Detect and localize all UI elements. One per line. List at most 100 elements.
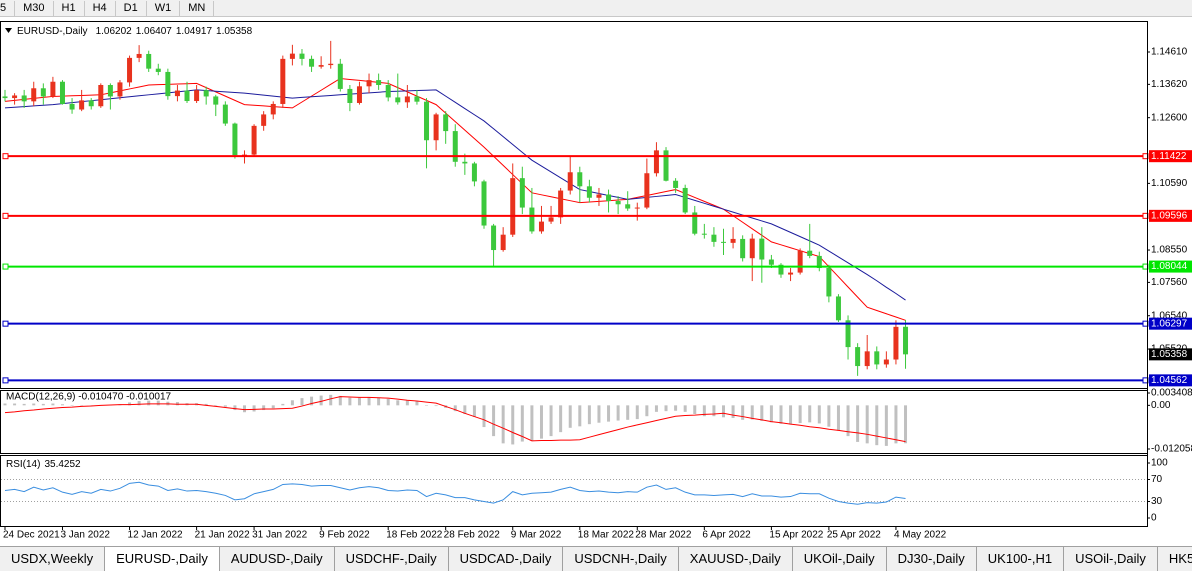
ohlc-readout: 1.06202	[96, 26, 133, 37]
macd-bar	[472, 405, 476, 417]
candle-body	[299, 53, 305, 59]
y-tick-label: 1.08550	[1151, 245, 1188, 256]
candle-body	[376, 80, 382, 86]
x-tick-label: 21 Jan 2022	[195, 530, 250, 541]
candle-body	[242, 154, 247, 156]
macd-bar	[760, 405, 764, 421]
timeframe-button[interactable]: W1	[147, 0, 181, 16]
candle-body	[136, 53, 142, 58]
chart-tab[interactable]: HK50-	[1158, 547, 1192, 571]
y-tick-label: 1.06540	[1151, 310, 1188, 321]
macd-bar	[290, 400, 294, 406]
candle-body	[385, 85, 391, 98]
level-handle	[2, 212, 9, 219]
candle-body	[79, 100, 85, 110]
level-handle	[2, 377, 9, 384]
macd-bar	[635, 405, 639, 420]
candle-body	[740, 238, 746, 259]
macd-bar	[13, 403, 17, 406]
level-label: 1.08044	[1151, 261, 1188, 272]
timeframe-button[interactable]: 5	[0, 0, 16, 16]
chart-tab[interactable]: AUDUSD-,Daily	[220, 547, 335, 571]
macd-bar	[243, 405, 246, 413]
macd-bar	[511, 405, 515, 445]
title-marker	[5, 28, 12, 33]
candle-body	[174, 90, 180, 97]
background	[0, 17, 1192, 546]
level-label: 1.09596	[1151, 210, 1188, 221]
candle-body	[424, 101, 430, 141]
candle-body	[347, 88, 353, 103]
candle-body	[155, 68, 161, 72]
x-tick-label: 6 Apr 2022	[702, 530, 751, 541]
candle-body	[510, 178, 516, 235]
macd-bar	[367, 397, 371, 406]
candle-body	[855, 347, 861, 367]
timeframe-button[interactable]: H1	[54, 0, 85, 16]
chart-tab[interactable]: USDCHF-,Daily	[335, 547, 449, 571]
candle-body	[874, 351, 880, 365]
price-label: 1.05358	[1151, 349, 1188, 360]
macd-bar	[51, 403, 55, 406]
chart-tab[interactable]: EURUSD-,Daily	[105, 547, 220, 571]
timeframe-button[interactable]: H4	[85, 0, 116, 16]
x-tick-label: 31 Jan 2022	[252, 530, 307, 541]
timeframe-button[interactable]: MN	[180, 0, 215, 16]
candle-body	[835, 296, 841, 321]
macd-bar	[856, 405, 860, 442]
y-tick-label: 1.13620	[1151, 79, 1188, 90]
candle-body	[59, 81, 65, 104]
macd-bar	[654, 405, 658, 412]
y-tick-label: 0.003408	[1151, 388, 1192, 399]
candle-body	[366, 80, 372, 87]
y-tick-label: 0.00	[1151, 400, 1171, 411]
chart-tab[interactable]: DJ30-,Daily	[887, 547, 977, 571]
candle-body	[663, 150, 669, 181]
candle-body	[404, 96, 410, 103]
macd-bar	[70, 404, 74, 406]
candle-body	[31, 88, 37, 102]
candle-body	[807, 250, 813, 256]
candle-body	[337, 63, 343, 89]
candle-body	[701, 233, 707, 235]
candle-body	[452, 131, 458, 162]
macd-bar	[137, 400, 141, 406]
ohlc-readout: 1.05358	[216, 26, 253, 37]
macd-bar	[223, 405, 227, 407]
chart-tab[interactable]: UK100-,H1	[977, 547, 1065, 571]
macd-bar	[616, 405, 620, 421]
candle-body	[759, 238, 765, 260]
macd-bar	[156, 400, 160, 406]
macd-bar	[904, 405, 908, 444]
macd-bar	[128, 402, 132, 406]
chart-tab[interactable]: USDX,Weekly	[0, 547, 106, 571]
chart-tab[interactable]: USDCNH-,Daily	[563, 547, 679, 571]
candle-body	[184, 90, 190, 102]
candle-body	[615, 201, 621, 205]
chart-tabs: USDX,Weekly EURUSD-,Daily AUDUSD-,Daily USD…	[0, 546, 1192, 571]
macd-bar	[884, 405, 888, 446]
timeframe-button[interactable]: D1	[116, 0, 147, 16]
chart-tab[interactable]: USDCAD-,Daily	[449, 547, 564, 571]
rsi-line	[4, 481, 906, 505]
chart-tab[interactable]: XAUUSD-,Daily	[679, 547, 793, 571]
candle-body	[682, 187, 688, 213]
chart-tab[interactable]: UKOil-,Daily	[793, 547, 887, 571]
macd-bar	[41, 403, 45, 406]
candle-body	[577, 172, 583, 187]
chart-tab[interactable]: USOil-,Daily	[1064, 547, 1158, 571]
macd-bar	[798, 405, 802, 424]
macd-bar	[597, 405, 601, 423]
candle-body	[768, 259, 774, 265]
candle-body	[778, 264, 784, 275]
candle-body	[816, 255, 822, 269]
candle-body	[203, 90, 209, 97]
macd-bar	[827, 405, 831, 427]
macd-bar	[645, 405, 649, 417]
level-handle	[2, 153, 9, 160]
candle-body	[826, 268, 832, 297]
candle-body	[165, 71, 171, 97]
macd-bar	[434, 405, 438, 407]
y-tick-label: 1.14610	[1151, 47, 1188, 58]
timeframe-button[interactable]: M30	[15, 0, 54, 16]
